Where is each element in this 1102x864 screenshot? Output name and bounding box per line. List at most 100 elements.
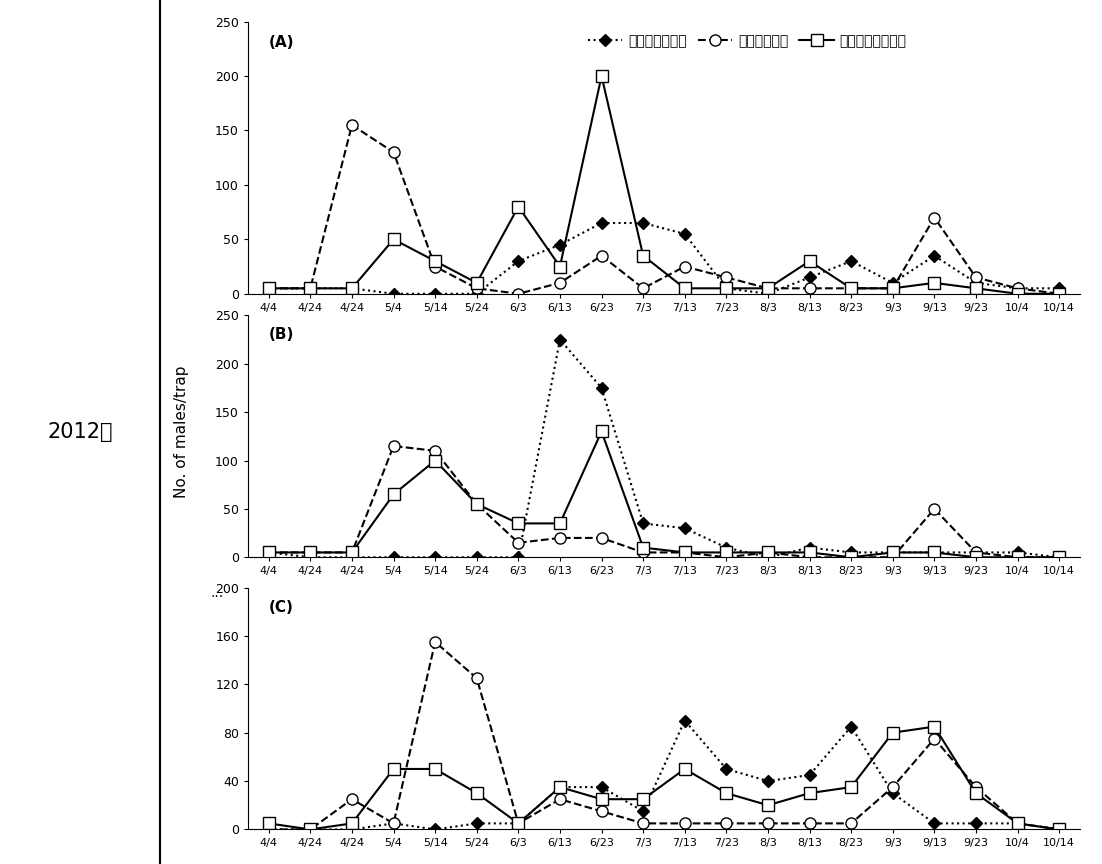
복숭아순나방불이 [511, 201, 525, 212]
Line: 복숭아순나방불이: 복숭아순나방불이 [263, 71, 1065, 299]
복숭아순나방불이 [803, 788, 817, 798]
복숭아순나방불이 [637, 543, 650, 553]
복숭아순나방 [637, 283, 650, 294]
복숭아순나방 [553, 533, 566, 543]
복숭아순나방불이 [345, 818, 358, 829]
복숭아순나방 [970, 547, 983, 557]
복숭아심식나방 [595, 218, 608, 228]
복숭아순나방불이 [886, 727, 899, 738]
Line: 복숭아순나방: 복숭아순나방 [263, 119, 1065, 299]
복숭아순나방 [304, 824, 317, 835]
복숭아심식나방 [511, 818, 525, 829]
복숭아심식나방 [970, 547, 983, 557]
복숭아순나방불이 [637, 251, 650, 261]
복숭아심식나방 [262, 547, 276, 557]
복숭아순나방 [429, 261, 442, 271]
복숭아순나방 [637, 818, 650, 829]
복숭아심식나방 [803, 543, 817, 553]
복숭아순나방불이 [970, 283, 983, 294]
복숭아심식나방 [886, 547, 899, 557]
복숭아순나방불이 [471, 277, 484, 288]
복숭아순나방 [595, 251, 608, 261]
복숭아순나방 [304, 283, 317, 294]
복숭아순나방불이 [304, 547, 317, 557]
복숭아순나방 [1011, 552, 1024, 562]
복숭아순나방 [761, 547, 775, 557]
복숭아순나방 [678, 547, 691, 557]
복숭아심식나방 [637, 218, 650, 228]
복숭아순나방 [511, 818, 525, 829]
복숭아심식나방 [928, 547, 941, 557]
복숭아순나방 [886, 782, 899, 792]
복숭아순나방불이 [387, 489, 400, 499]
복숭아심식나방 [304, 283, 317, 294]
복숭아순나방불이 [595, 794, 608, 804]
Line: 복숭아순나방: 복숭아순나방 [263, 441, 1065, 562]
복숭아순나방불이 [720, 283, 733, 294]
복숭아순나방불이 [970, 788, 983, 798]
복숭아순나방불이 [345, 547, 358, 557]
복숭아심식나방 [345, 552, 358, 562]
복숭아순나방불이 [1052, 289, 1066, 299]
복숭아심식나방 [387, 552, 400, 562]
복숭아심식나방 [970, 277, 983, 288]
복숭아순나방불이 [595, 426, 608, 436]
복숭아순나방불이 [970, 552, 983, 562]
복숭아순나방 [844, 818, 857, 829]
복숭아순나방불이 [429, 455, 442, 466]
복숭아순나방불이 [928, 277, 941, 288]
복숭아심식나방 [1052, 283, 1066, 294]
복숭아순나방 [928, 734, 941, 744]
복숭아순나방불이 [553, 782, 566, 792]
복숭아순나방불이 [803, 256, 817, 266]
복숭아심식나방 [595, 782, 608, 792]
Text: (C): (C) [269, 600, 293, 614]
복숭아순나방불이 [262, 283, 276, 294]
복숭아순나방불이 [720, 788, 733, 798]
복숭아순나방불이 [844, 283, 857, 294]
복숭아순나방불이 [429, 764, 442, 774]
복숭아순나방 [970, 782, 983, 792]
복숭아순나방 [471, 673, 484, 683]
복숭아순나방불이 [761, 547, 775, 557]
복숭아순나방불이 [553, 261, 566, 271]
복숭아순나방불이 [844, 782, 857, 792]
복숭아순나방 [262, 283, 276, 294]
복숭아순나방 [637, 547, 650, 557]
복숭아순나방 [345, 120, 358, 130]
복숭아순나방불이 [1011, 552, 1024, 562]
복숭아순나방불이 [844, 552, 857, 562]
복숭아심식나방 [844, 547, 857, 557]
복숭아순나방 [553, 794, 566, 804]
복숭아순나방 [678, 261, 691, 271]
복숭아순나방 [511, 289, 525, 299]
복숭아순나방불이 [429, 256, 442, 266]
복숭아심식나방 [637, 806, 650, 816]
복숭아심식나방 [886, 277, 899, 288]
복숭아심식나방 [387, 818, 400, 829]
복숭아순나방 [387, 441, 400, 451]
복숭아순나방불이 [761, 283, 775, 294]
복숭아순나방 [387, 818, 400, 829]
복숭아순나방불이 [471, 499, 484, 509]
복숭아심식나방 [928, 818, 941, 829]
복숭아심식나방 [720, 764, 733, 774]
복숭아순나방 [844, 283, 857, 294]
복숭아순나방불이 [387, 764, 400, 774]
Line: 복숭아순나방: 복숭아순나방 [263, 637, 1065, 835]
복숭아순나방불이 [387, 234, 400, 245]
복숭아심식나방 [844, 256, 857, 266]
복숭아심식나방 [678, 229, 691, 239]
복숭아순나방불이 [345, 283, 358, 294]
복숭아순나방불이 [928, 547, 941, 557]
복숭아순나방 [511, 537, 525, 548]
복숭아순나방 [803, 818, 817, 829]
Text: 2012년: 2012년 [47, 422, 112, 442]
복숭아순나방불이 [1052, 552, 1066, 562]
복숭아순나방 [970, 272, 983, 283]
복숭아순나방불이 [678, 764, 691, 774]
Line: 복숭아심식나방: 복숭아심식나방 [264, 335, 1063, 562]
복숭아심식나방 [886, 788, 899, 798]
복숭아순나방 [595, 806, 608, 816]
복숭아순나방불이 [262, 818, 276, 829]
